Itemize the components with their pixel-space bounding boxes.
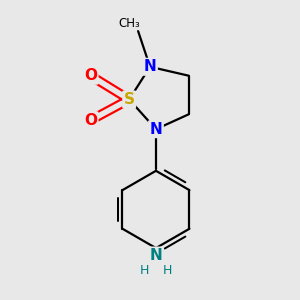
Text: N: N: [144, 59, 156, 74]
Text: S: S: [124, 92, 135, 107]
Text: N: N: [150, 122, 162, 137]
Text: O: O: [84, 113, 97, 128]
Text: CH₃: CH₃: [118, 17, 140, 30]
Text: H: H: [163, 264, 172, 277]
Text: O: O: [84, 68, 97, 83]
Text: N: N: [150, 248, 162, 263]
Text: H: H: [140, 264, 149, 277]
